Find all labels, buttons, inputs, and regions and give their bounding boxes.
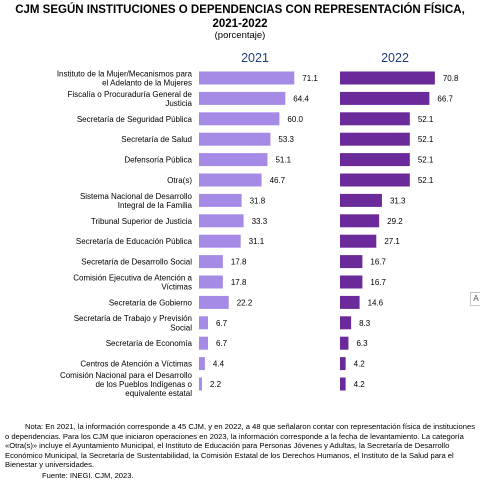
data-label-2022: 4.2 (354, 380, 366, 389)
category-label: Comisión Ejecutiva de Atención a Víctimas (73, 273, 192, 291)
bar-2021 (199, 377, 202, 391)
bar-2022 (340, 275, 363, 289)
bar-2022 (340, 234, 377, 248)
bar-2021 (199, 214, 244, 228)
bar-2021 (199, 336, 208, 350)
chart-title: CJM SEGÚN INSTITUCIONES O DEPENDENCIAS C… (0, 3, 480, 31)
category-label: Secretaría de Gobierno (109, 298, 193, 307)
bar-2022 (340, 193, 382, 207)
bar-2022 (340, 377, 346, 391)
data-label-2021: 17.8 (231, 278, 247, 287)
bar-2021 (199, 153, 268, 167)
bar-2021 (199, 193, 242, 207)
bar-2022 (340, 132, 410, 146)
data-label-2021: 64.4 (293, 94, 309, 103)
data-label-2021: 6.7 (216, 339, 228, 348)
data-label-2022: 52.1 (418, 176, 434, 185)
footnote: Nota: En 2021, la información correspond… (5, 422, 475, 470)
data-label-2022: 16.7 (370, 278, 386, 287)
bar-2022 (340, 336, 349, 350)
bar-2021 (199, 71, 295, 85)
chart-subtitle: (porcentaje) (214, 30, 266, 41)
data-label-2022: 16.7 (370, 258, 386, 267)
bar-2021 (199, 234, 241, 248)
category-label: Secretaría de Educación Pública (76, 237, 193, 246)
category-label: Secretaría de Desarrollo Social (81, 258, 192, 267)
bar-2021 (199, 316, 208, 330)
data-label-2021: 51.1 (275, 156, 291, 165)
data-label-2021: 53.3 (278, 135, 294, 144)
category-label: Secretaría de Salud (121, 135, 192, 144)
bar-2022 (340, 112, 410, 126)
bar-2021 (199, 275, 223, 289)
category-label: Sistema Nacional de Desarrollo Integral d… (80, 192, 193, 210)
data-label-2022: 6.3 (356, 339, 368, 348)
data-label-2021: 60.0 (287, 115, 303, 124)
data-label-2022: 14.6 (368, 298, 384, 307)
bar-2022 (340, 255, 363, 269)
bar-2021 (199, 357, 205, 371)
data-label-2021: 17.8 (231, 258, 247, 267)
bar-2022 (340, 357, 346, 371)
category-label: Secretaría de Trabajo y Previsión Social (74, 314, 192, 332)
data-label-2022: 52.1 (418, 115, 434, 124)
data-label-2022: 29.2 (387, 217, 403, 226)
data-label-2021: 22.2 (237, 298, 253, 307)
bar-2022 (340, 71, 435, 85)
data-label-2022: 31.3 (390, 196, 406, 205)
data-label-2022: 4.2 (354, 360, 366, 369)
data-label-2022: 66.7 (437, 94, 453, 103)
bar-2021 (199, 255, 223, 269)
bar-2022 (340, 295, 360, 309)
data-label-2022: 8.3 (359, 319, 371, 328)
bar-2022 (340, 316, 352, 330)
category-label: Centros de Atención a Víctimas (80, 360, 192, 369)
data-label-2022: 52.1 (418, 135, 434, 144)
category-label: Instituto de la Mujer/Mecanismos para el … (57, 69, 193, 87)
category-label: Secretaría de Seguridad Pública (77, 115, 193, 124)
overlay-tab-icon[interactable]: A (470, 292, 480, 306)
bar-2022 (340, 214, 380, 228)
category-label: Comisión Nacional para el Desarrollo de l… (60, 371, 193, 398)
data-label-2021: 71.1 (302, 74, 318, 83)
category-label: Fiscalía o Procuraduría General de Justic… (67, 90, 192, 108)
series-header-2021: 2021 (241, 51, 269, 65)
bar-2022 (340, 153, 410, 167)
data-label-2021: 31.1 (249, 237, 265, 246)
category-label: Defensoría Pública (124, 156, 192, 165)
data-label-2021: 33.3 (252, 217, 268, 226)
data-label-2022: 52.1 (418, 156, 434, 165)
data-label-2021: 6.7 (216, 319, 228, 328)
bar-2021 (199, 132, 271, 146)
category-label: Tribunal Superior de Justicia (91, 217, 193, 226)
data-label-2022: 27.1 (384, 237, 400, 246)
chart-title-line-1: CJM SEGÚN INSTITUCIONES O DEPENDENCIAS C… (15, 4, 465, 16)
bar-2021 (199, 91, 286, 105)
bar-2021 (199, 295, 229, 309)
bar-2022 (340, 91, 430, 105)
category-label: Otra(s) (167, 176, 192, 185)
chart-title-line-2: 2021-2022 (212, 18, 268, 30)
series-header-2022: 2022 (381, 51, 409, 65)
bar-2021 (199, 173, 262, 187)
bar-2021 (199, 112, 280, 126)
source-line: Fuente: INEGI. CJM, 2023. (42, 471, 134, 480)
data-label-2021: 31.8 (250, 196, 266, 205)
data-label-2021: 4.4 (213, 360, 225, 369)
category-label: Secretaría de Economía (106, 339, 193, 348)
bar-chart: 2021 2022 Instituto de la Mujer/Mecanismos… (57, 51, 459, 398)
bar-2022 (340, 173, 410, 187)
data-label-2021: 46.7 (270, 176, 286, 185)
data-label-2022: 70.8 (443, 74, 459, 83)
data-label-2021: 2.2 (210, 380, 222, 389)
